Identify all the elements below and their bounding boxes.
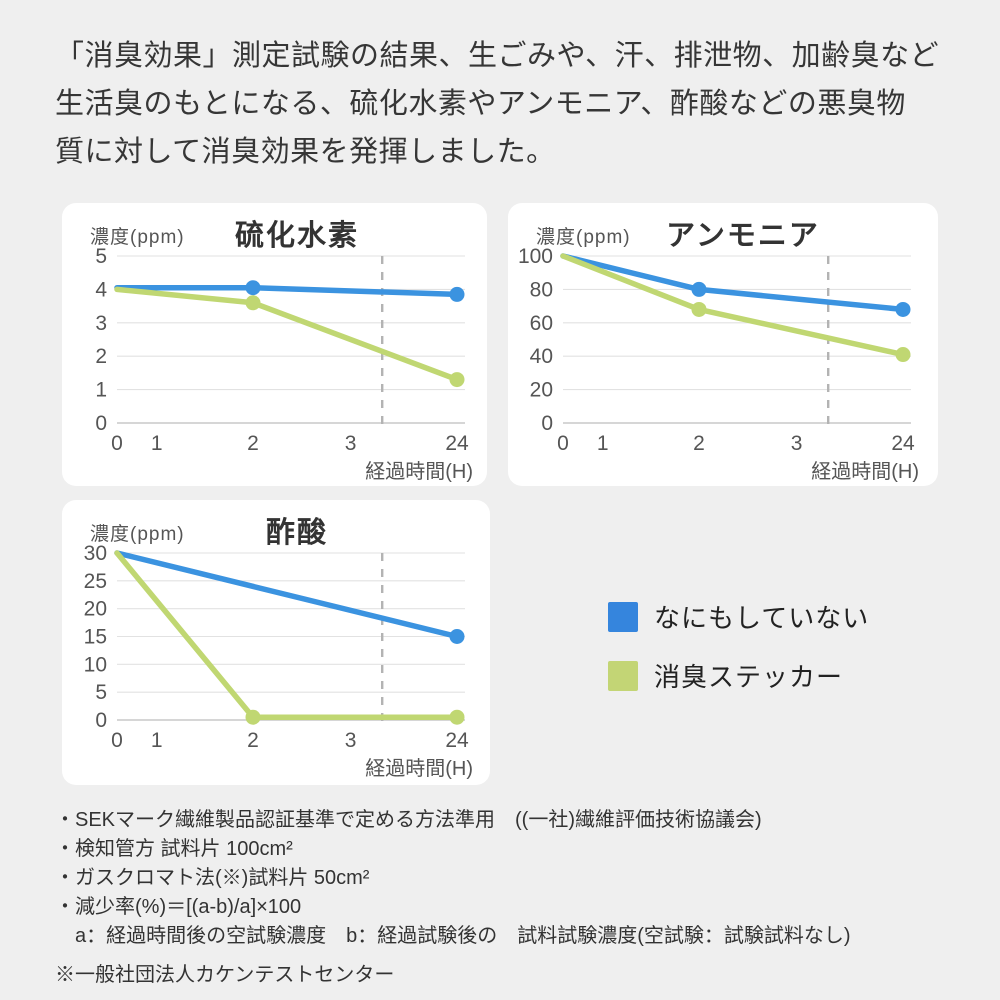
y-axis-unit-label: 濃度(ppm) (90, 523, 185, 545)
series-line-sticker (114, 286, 460, 383)
header-line-2: 生活臭のもとになる、硫化水素やアンモニア、酢酸などの悪臭物 (55, 88, 906, 120)
data-point-marker (245, 295, 261, 311)
y-tick-label: 100 (518, 245, 553, 268)
y-tick-label: 15 (84, 626, 107, 649)
footnote-reduction-formula: ・減少率(%)＝[(a-b)/a]×100 (55, 896, 302, 918)
y-tick-label: 20 (84, 598, 107, 621)
footnote-detection-tube: ・検知管方 試料片 100cm² (55, 838, 293, 860)
y-axis-unit-label: 濃度(ppm) (90, 226, 185, 248)
legend-swatch-blue (608, 601, 638, 632)
x-tick-label: 1 (151, 432, 163, 455)
x-tick-label: 3 (345, 729, 357, 752)
data-point-marker (449, 709, 465, 725)
y-tick-label: 4 (95, 278, 107, 301)
x-axis-label: 経過時間(H) (811, 460, 919, 483)
y-tick-label: 30 (84, 542, 107, 565)
legend-item-sticker: 消臭ステッカー (608, 657, 869, 694)
footnote-ab-definition: a：経過時間後の空試験濃度 b：経過試験後の 試料試験濃度(空試験：試験試料なし… (55, 925, 851, 947)
y-tick-label: 5 (95, 245, 107, 268)
y-tick-label: 3 (95, 312, 107, 335)
x-axis-label: 経過時間(H) (365, 757, 473, 780)
x-tick-label: 2 (247, 729, 259, 752)
y-tick-label: 1 (95, 379, 107, 402)
y-tick-label: 10 (84, 653, 107, 676)
x-tick-label: 24 (445, 729, 469, 752)
legend-swatch-green (608, 660, 638, 691)
data-point-marker (691, 281, 707, 297)
y-axis-unit-label: 濃度(ppm) (536, 226, 631, 248)
data-point-marker (691, 301, 707, 317)
data-point-marker (449, 629, 465, 644)
header-line-3: 質に対して消臭効果を発揮しました。 (55, 136, 556, 168)
x-tick-label: 24 (445, 432, 469, 455)
x-tick-label: 3 (791, 432, 803, 455)
chart-card-ammonia: 100 80 60 40 20 0 0 1 2 3 24 濃度(ppm) アンモニア経過時間(H) (508, 203, 938, 486)
data-point-marker (449, 286, 465, 302)
y-tick-label: 0 (95, 709, 107, 732)
x-tick-label: 0 (111, 729, 123, 752)
footnote-method: ・SEKマーク繊維製品認証基準で定める方法準用 ((一社)繊維評価技術協議会) (55, 809, 762, 831)
data-point-marker (895, 301, 911, 317)
chart-title: 酢酸 (266, 516, 328, 549)
x-tick-label: 0 (557, 432, 569, 455)
x-tick-label: 24 (891, 432, 915, 455)
x-axis-label: 経過時間(H) (365, 460, 473, 483)
x-tick-label: 2 (247, 432, 259, 455)
legend: なにもしていない 消臭ステッカー (608, 598, 869, 716)
data-point-marker (449, 372, 465, 388)
header-text: 「消臭効果」測定試験の結果、生ごみや、汗、排泄物、加齢臭など 生活臭のもとになる… (55, 32, 960, 176)
footnotes: ・SEKマーク繊維製品認証基準で定める方法準用 ((一社)繊維評価技術協議会) … (55, 806, 965, 990)
y-tick-label: 60 (530, 312, 553, 335)
x-tick-label: 1 (151, 729, 163, 752)
x-tick-label: 3 (345, 432, 357, 455)
y-tick-label: 0 (95, 412, 107, 435)
y-tick-label: 0 (541, 412, 553, 435)
footnote-test-center: ※一般社団法人カケンテストセンター (55, 964, 395, 986)
legend-item-untreated: なにもしていない (608, 598, 869, 635)
data-point-marker (245, 709, 261, 725)
y-tick-label: 25 (84, 570, 107, 593)
y-tick-label: 40 (530, 345, 553, 368)
y-tick-label: 2 (95, 345, 107, 368)
data-point-marker (245, 280, 261, 296)
y-tick-label: 5 (95, 681, 107, 704)
data-point-marker (895, 347, 911, 363)
legend-label-sticker: 消臭ステッカー (654, 662, 844, 692)
footnote-gas-chromatography: ・ガスクロマト法(※)試料片 50cm² (55, 867, 370, 889)
series-line-untreated (560, 253, 906, 313)
header-line-1: 「消臭効果」測定試験の結果、生ごみや、汗、排泄物、加齢臭など (55, 40, 940, 72)
series-line-untreated (114, 550, 460, 640)
legend-label-untreated: なにもしていない (654, 603, 870, 633)
chart-card-hydrogen-sulfide: 5 4 3 2 1 0 0 1 2 3 24 濃度(ppm) 硫化水素経過時間(H) (62, 203, 487, 486)
x-tick-label: 0 (111, 432, 123, 455)
chart-title: アンモニア (666, 220, 820, 252)
x-tick-label: 1 (597, 432, 609, 455)
chart-title: 硫化水素 (235, 218, 359, 252)
x-tick-label: 2 (693, 432, 705, 455)
y-tick-label: 20 (530, 379, 553, 402)
chart-card-acetic-acid: 30 25 20 15 10 5 0 0 1 2 3 24 濃度(ppm) 酢酸経過時間(H) (62, 500, 490, 785)
y-tick-label: 80 (530, 278, 553, 301)
